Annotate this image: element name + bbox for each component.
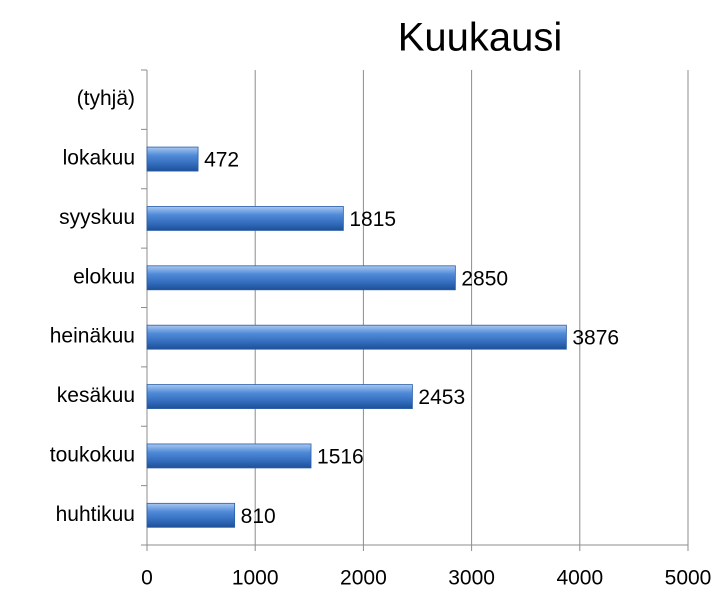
y-tick-label: toukokuu	[50, 443, 135, 466]
data-label: 2453	[418, 386, 465, 409]
y-tick-label: lokakuu	[63, 147, 135, 170]
y-tick-label: (tyhjä)	[77, 87, 135, 110]
x-tick-label: 2000	[340, 567, 387, 590]
x-tick-label: 4000	[556, 567, 603, 590]
x-tick-label: 5000	[665, 567, 712, 590]
data-label: 2850	[461, 267, 508, 290]
data-label: 472	[204, 149, 239, 172]
bar	[146, 265, 456, 291]
x-tick-label: 1000	[232, 567, 279, 590]
chart-title: Kuukausi	[398, 16, 563, 60]
y-tick-label: syyskuu	[59, 206, 135, 229]
bar	[146, 206, 344, 231]
x-tick-label: 3000	[448, 567, 495, 590]
bar	[146, 443, 312, 469]
data-label: 1815	[349, 208, 396, 231]
data-label: 810	[241, 505, 276, 528]
bar	[146, 146, 199, 172]
y-tick-label: huhtikuu	[56, 503, 135, 526]
data-label: 1516	[317, 445, 364, 468]
bar	[146, 384, 413, 409]
bar	[146, 324, 567, 350]
x-tick-label: 0	[141, 567, 153, 590]
y-tick-label: heinäkuu	[50, 325, 135, 348]
y-tick-label: kesäkuu	[57, 384, 135, 407]
data-label: 3876	[572, 327, 619, 350]
bar	[146, 502, 236, 528]
y-tick-label: elokuu	[73, 265, 135, 288]
